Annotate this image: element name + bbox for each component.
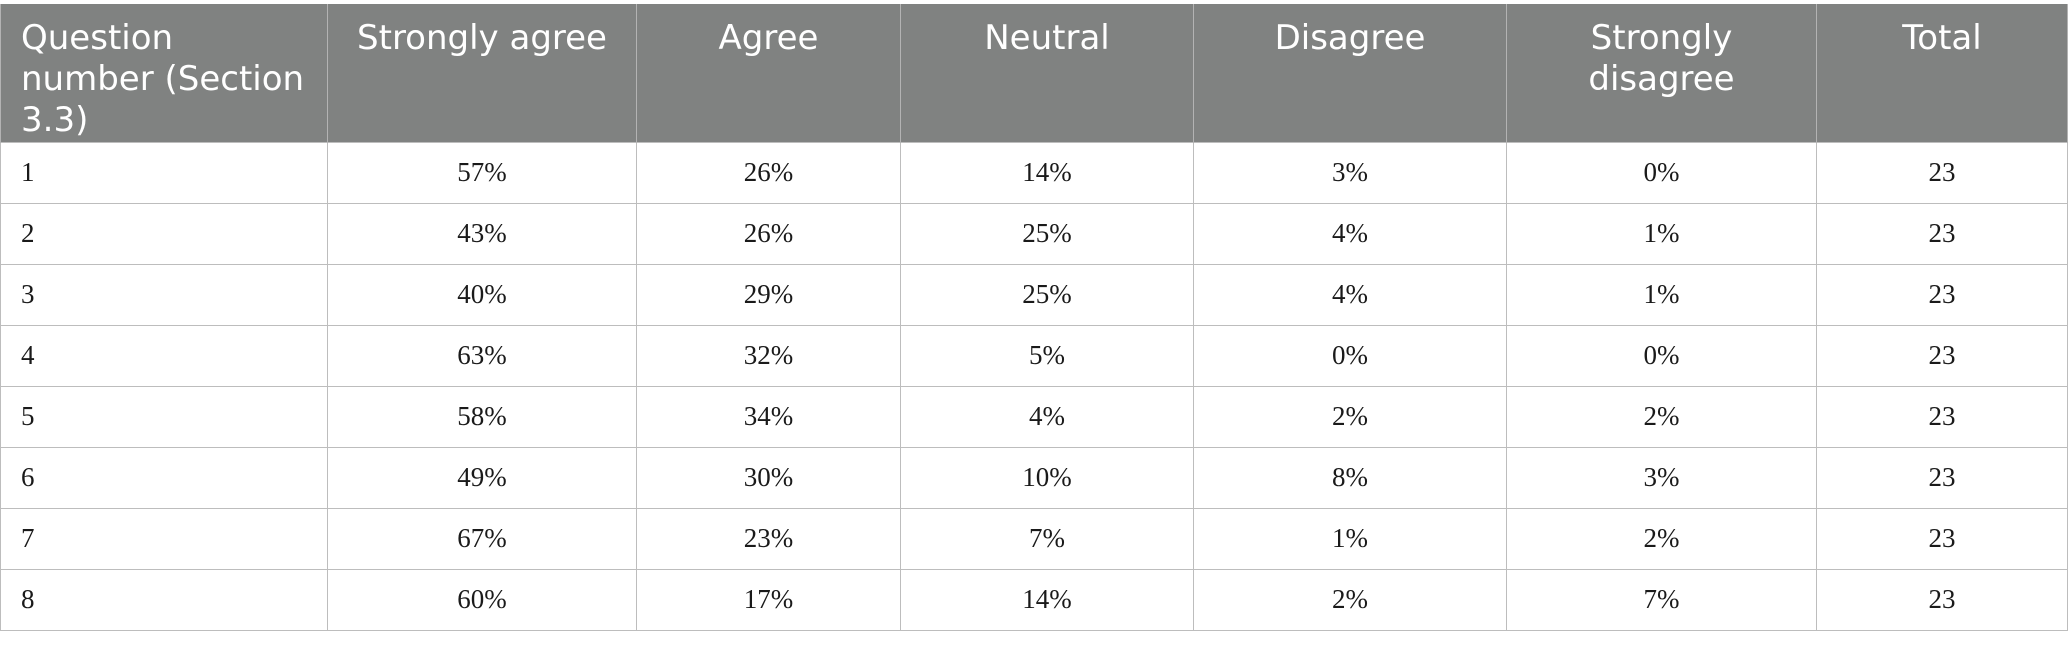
question-number-cell: 8 bbox=[0, 568, 328, 631]
header-total: Total bbox=[1816, 4, 2068, 142]
question-number-cell: 3 bbox=[0, 263, 328, 326]
strongly-agree-cell: 58% bbox=[327, 385, 637, 448]
total-cell: 23 bbox=[1816, 568, 2068, 631]
strongly-disagree-cell: 2% bbox=[1506, 507, 1817, 570]
total-cell: 23 bbox=[1816, 385, 2068, 448]
total-cell: 23 bbox=[1816, 263, 2068, 326]
table-row: 3 40% 29% 25% 4% 1% 23 bbox=[0, 263, 2068, 326]
question-number-cell: 2 bbox=[0, 202, 328, 265]
header-question-number: Question number (Section 3.3) bbox=[0, 4, 328, 142]
table-row: 1 57% 26% 14% 3% 0% 23 bbox=[0, 141, 2068, 204]
header-neutral: Neutral bbox=[900, 4, 1194, 142]
table-row: 4 63% 32% 5% 0% 0% 23 bbox=[0, 324, 2068, 387]
disagree-cell: 3% bbox=[1193, 141, 1507, 204]
strongly-disagree-cell: 0% bbox=[1506, 324, 1817, 387]
table-row: 2 43% 26% 25% 4% 1% 23 bbox=[0, 202, 2068, 265]
strongly-agree-cell: 49% bbox=[327, 446, 637, 509]
strongly-disagree-cell: 0% bbox=[1506, 141, 1817, 204]
header-agree: Agree bbox=[636, 4, 901, 142]
neutral-cell: 7% bbox=[900, 507, 1194, 570]
neutral-cell: 4% bbox=[900, 385, 1194, 448]
header-strongly-agree: Strongly agree bbox=[327, 4, 637, 142]
neutral-cell: 25% bbox=[900, 202, 1194, 265]
total-cell: 23 bbox=[1816, 324, 2068, 387]
table-row: 6 49% 30% 10% 8% 3% 23 bbox=[0, 446, 2068, 509]
disagree-cell: 1% bbox=[1193, 507, 1507, 570]
strongly-disagree-cell: 1% bbox=[1506, 202, 1817, 265]
neutral-cell: 14% bbox=[900, 141, 1194, 204]
strongly-disagree-cell: 2% bbox=[1506, 385, 1817, 448]
strongly-disagree-cell: 1% bbox=[1506, 263, 1817, 326]
disagree-cell: 4% bbox=[1193, 202, 1507, 265]
strongly-agree-cell: 60% bbox=[327, 568, 637, 631]
agree-cell: 17% bbox=[636, 568, 901, 631]
strongly-disagree-cell: 3% bbox=[1506, 446, 1817, 509]
strongly-agree-cell: 63% bbox=[327, 324, 637, 387]
question-number-cell: 7 bbox=[0, 507, 328, 570]
agree-cell: 30% bbox=[636, 446, 901, 509]
agree-cell: 26% bbox=[636, 141, 901, 204]
strongly-disagree-cell: 7% bbox=[1506, 568, 1817, 631]
agree-cell: 26% bbox=[636, 202, 901, 265]
header-disagree: Disagree bbox=[1193, 4, 1507, 142]
disagree-cell: 4% bbox=[1193, 263, 1507, 326]
total-cell: 23 bbox=[1816, 446, 2068, 509]
header-row: Question number (Section 3.3) Strongly a… bbox=[0, 4, 2068, 142]
total-cell: 23 bbox=[1816, 507, 2068, 570]
agree-cell: 32% bbox=[636, 324, 901, 387]
neutral-cell: 10% bbox=[900, 446, 1194, 509]
strongly-agree-cell: 43% bbox=[327, 202, 637, 265]
disagree-cell: 2% bbox=[1193, 568, 1507, 631]
table-row: 8 60% 17% 14% 2% 7% 23 bbox=[0, 568, 2068, 631]
table-row: 7 67% 23% 7% 1% 2% 23 bbox=[0, 507, 2068, 570]
disagree-cell: 8% bbox=[1193, 446, 1507, 509]
strongly-agree-cell: 67% bbox=[327, 507, 637, 570]
disagree-cell: 2% bbox=[1193, 385, 1507, 448]
survey-results-table: Question number (Section 3.3) Strongly a… bbox=[0, 4, 2068, 631]
header-strongly-disagree: Strongly disagree bbox=[1506, 4, 1817, 142]
agree-cell: 29% bbox=[636, 263, 901, 326]
table-row: 5 58% 34% 4% 2% 2% 23 bbox=[0, 385, 2068, 448]
total-cell: 23 bbox=[1816, 202, 2068, 265]
agree-cell: 23% bbox=[636, 507, 901, 570]
question-number-cell: 1 bbox=[0, 141, 328, 204]
question-number-cell: 6 bbox=[0, 446, 328, 509]
strongly-agree-cell: 40% bbox=[327, 263, 637, 326]
neutral-cell: 25% bbox=[900, 263, 1194, 326]
question-number-cell: 5 bbox=[0, 385, 328, 448]
neutral-cell: 5% bbox=[900, 324, 1194, 387]
disagree-cell: 0% bbox=[1193, 324, 1507, 387]
agree-cell: 34% bbox=[636, 385, 901, 448]
strongly-agree-cell: 57% bbox=[327, 141, 637, 204]
total-cell: 23 bbox=[1816, 141, 2068, 204]
neutral-cell: 14% bbox=[900, 568, 1194, 631]
question-number-cell: 4 bbox=[0, 324, 328, 387]
